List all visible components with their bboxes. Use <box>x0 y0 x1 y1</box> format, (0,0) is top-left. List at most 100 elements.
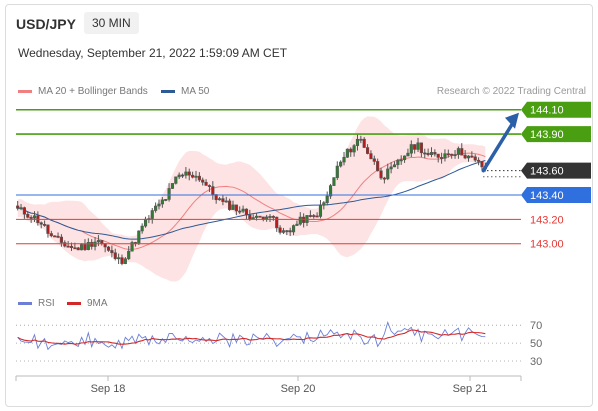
candle <box>26 211 30 219</box>
level-tag-shape <box>521 162 591 179</box>
candle-body <box>443 153 447 159</box>
candle <box>228 198 232 211</box>
candle <box>332 177 336 186</box>
candle <box>221 195 225 206</box>
candle <box>433 149 437 157</box>
candle-body <box>423 152 427 155</box>
candle-body <box>184 171 188 176</box>
rsi-tick-0: 70 <box>530 320 542 332</box>
candle <box>392 161 397 168</box>
candle-body <box>180 174 185 177</box>
candle-body <box>143 218 148 227</box>
candle-body <box>244 208 249 216</box>
level-tag-shape <box>521 101 591 118</box>
candle <box>140 223 144 234</box>
legend-rsi: RSI <box>18 298 55 309</box>
candle <box>456 146 460 159</box>
candle-body <box>211 186 215 195</box>
rsi-ma-line <box>17 329 486 345</box>
legend-label-rsi: RSI <box>38 298 55 309</box>
candle-body <box>365 147 370 154</box>
candle-body <box>123 258 127 264</box>
candle-body <box>93 241 97 247</box>
candle-body <box>157 203 161 207</box>
candle <box>80 243 84 251</box>
candle-body <box>174 176 178 184</box>
candle-body <box>335 165 339 178</box>
candle <box>477 157 481 166</box>
level-tag-label: 144.10 <box>530 105 564 117</box>
candle <box>53 235 57 238</box>
candle <box>217 196 222 201</box>
candle-body <box>322 202 326 206</box>
candle-body <box>440 157 444 159</box>
candle <box>473 154 477 163</box>
candle <box>372 155 376 165</box>
legend-swatch-ma20 <box>18 90 32 93</box>
candle <box>288 227 292 236</box>
candle <box>164 198 168 202</box>
ma50-line <box>17 160 486 240</box>
candle-body <box>63 242 67 247</box>
candle-body <box>379 170 383 179</box>
candle <box>278 225 282 235</box>
candle <box>352 144 356 157</box>
candle-body <box>231 204 235 210</box>
candle-body <box>275 216 279 229</box>
candle-body <box>217 198 222 201</box>
candle <box>204 179 208 186</box>
candle-body <box>413 144 417 150</box>
candle-body <box>278 227 282 233</box>
candle-body <box>167 188 171 200</box>
candle-body <box>29 217 33 219</box>
candle <box>376 158 380 172</box>
candle-body <box>228 200 232 210</box>
candle-body <box>392 164 397 168</box>
candle <box>312 214 316 219</box>
candle-body <box>234 204 238 212</box>
candle-body <box>19 207 23 210</box>
candle-body <box>450 153 454 156</box>
candle-body <box>386 168 390 180</box>
candle <box>43 220 47 227</box>
candle <box>466 155 471 162</box>
candle <box>440 152 444 164</box>
candle <box>224 196 228 203</box>
candle <box>177 172 181 180</box>
candle-body <box>419 142 423 154</box>
candle-body <box>106 246 111 251</box>
candle-body <box>436 153 440 158</box>
candle-body <box>460 148 464 156</box>
legend-swatch-9ma <box>67 302 81 305</box>
candle <box>345 148 349 158</box>
candle-body <box>43 223 47 226</box>
candle-body <box>342 156 346 163</box>
legend-label-ma20: MA 20 + Bollinger Bands <box>38 86 148 97</box>
level-label-4: 143.20 <box>530 214 564 226</box>
candle <box>308 210 312 218</box>
candle <box>32 211 37 222</box>
timeframe-badge[interactable]: 30 MIN <box>84 12 139 34</box>
candle-body <box>241 208 245 212</box>
candle <box>386 163 390 181</box>
candle-body <box>433 152 437 155</box>
candle <box>231 200 235 210</box>
candle <box>443 149 447 162</box>
candle <box>318 200 323 219</box>
candle-body <box>308 215 312 217</box>
candle <box>86 238 90 251</box>
candle-body <box>298 216 302 225</box>
candle <box>184 167 188 179</box>
candle <box>342 151 346 166</box>
candle <box>460 143 464 156</box>
candle-body <box>83 244 87 250</box>
candle <box>322 201 326 210</box>
candle-body <box>187 171 191 176</box>
legend-label-9ma: 9MA <box>87 298 108 309</box>
candle-body <box>191 174 195 178</box>
candle <box>19 204 23 211</box>
candle-body <box>355 138 360 146</box>
candle-body <box>349 148 353 153</box>
candle-body <box>339 161 343 167</box>
candle <box>480 161 484 171</box>
